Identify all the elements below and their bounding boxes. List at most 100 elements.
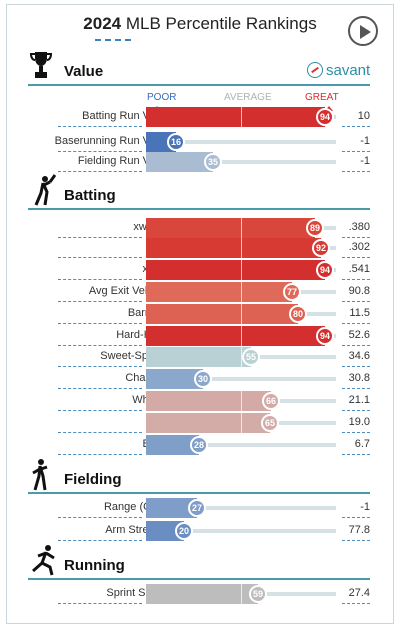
average-guide: [241, 152, 242, 172]
percentile-track: [146, 506, 336, 510]
metric-row[interactable]: Batting Run Value 94 10: [28, 107, 370, 127]
label-underline: [58, 257, 142, 258]
average-guide: [241, 584, 242, 604]
metric-row[interactable]: Sweet-Spot % 55 34.6: [28, 347, 370, 367]
section-title-fielding: Fielding: [64, 471, 122, 488]
label-underline: [58, 603, 142, 604]
year-underline: [95, 39, 131, 41]
average-guide: [241, 369, 242, 389]
percentile-badge: 55: [242, 348, 260, 366]
savant-logo[interactable]: savant: [307, 62, 370, 79]
percentile-track: [146, 377, 336, 381]
scale-great-label: GREAT: [305, 92, 339, 103]
metric-row[interactable]: Hard-Hit % 94 52.6: [28, 326, 370, 346]
average-guide: [241, 521, 242, 541]
metric-row[interactable]: Avg Exit Velocity 77 90.8: [28, 282, 370, 302]
percentile-badge: 65: [261, 414, 279, 432]
percentile-badge: 89: [306, 219, 324, 237]
fielder-icon: [30, 458, 52, 497]
metric-value: -1: [360, 135, 370, 147]
metric-value: -1: [360, 501, 370, 513]
play-icon[interactable]: [348, 16, 378, 46]
label-underline: [58, 410, 142, 411]
title-text: MLB Percentile Rankings: [125, 14, 317, 33]
percentile-bar: [146, 435, 199, 455]
average-guide: [241, 107, 242, 127]
average-guide: [241, 413, 242, 433]
metric-value: 10: [357, 110, 370, 122]
metric-row[interactable]: Fielding Run Value 35 -1: [28, 152, 370, 172]
percentile-bar: [146, 107, 325, 127]
metric-row[interactable]: Baserunning Run Value 16 -1: [28, 132, 370, 152]
section-title-running: Running: [64, 557, 125, 574]
average-guide: [241, 218, 242, 238]
label-underline: [58, 454, 142, 455]
label-underline: [58, 323, 142, 324]
label-underline: [58, 432, 142, 433]
section-divider: [28, 208, 370, 210]
title-year: 2024: [83, 14, 122, 33]
metric-row[interactable]: Range (OAA) 27 -1: [28, 498, 370, 518]
label-underline: [58, 126, 142, 127]
value-underline: [342, 432, 370, 433]
metric-value: 90.8: [348, 285, 370, 297]
label-underline: [58, 388, 142, 389]
section-title-batting: Batting: [64, 187, 116, 204]
value-underline: [342, 323, 370, 324]
section-divider: [28, 84, 370, 86]
rankings-card: [6, 4, 394, 624]
percentile-bar: [146, 521, 184, 541]
value-underline: [342, 301, 370, 302]
metric-row[interactable]: BB %286.7: [28, 435, 370, 455]
metric-value: .380: [348, 221, 370, 233]
percentile-bar: [146, 260, 325, 280]
value-underline: [342, 171, 370, 172]
metric-row[interactable]: xSLG94.541: [28, 260, 370, 280]
label-underline: [58, 517, 142, 518]
percentile-badge: 59: [249, 585, 267, 603]
section-title-value: Value: [64, 63, 104, 80]
percentile-badge: 30: [194, 370, 212, 388]
label-underline: [58, 237, 142, 238]
metric-row[interactable]: xBA92.302: [28, 238, 370, 258]
value-underline: [342, 603, 370, 604]
metric-value: 6.7: [354, 438, 370, 450]
metric-value: 77.8: [348, 524, 370, 536]
metric-row[interactable]: Sprint Speed 59 27.4: [28, 584, 370, 604]
label-underline: [58, 151, 142, 152]
percentile-bar: [146, 347, 251, 367]
percentile-bar: [146, 584, 258, 604]
label-underline: [58, 301, 142, 302]
percentile-badge: 66: [262, 392, 280, 410]
label-underline: [58, 171, 142, 172]
value-underline: [342, 366, 370, 367]
metric-value: 30.8: [348, 372, 370, 384]
metric-label: Baserunning Run Value: [54, 135, 170, 147]
metric-value: .302: [348, 241, 370, 253]
percentile-badge: 80: [289, 305, 307, 323]
average-guide: [241, 282, 242, 302]
percentile-bar: [146, 369, 203, 389]
label-underline: [58, 540, 142, 541]
percentile-badge: 20: [175, 522, 193, 540]
metric-row[interactable]: xwOBA89.380: [28, 218, 370, 238]
value-underline: [342, 388, 370, 389]
percentile-badge: 92: [312, 239, 330, 257]
page-title: 2024 MLB Percentile Rankings: [0, 14, 400, 34]
percentile-badge: 28: [190, 436, 208, 454]
value-underline: [342, 454, 370, 455]
metric-value: 11.5: [349, 307, 370, 319]
value-underline: [342, 151, 370, 152]
average-guide: [241, 347, 242, 367]
scale-poor-label: POOR: [147, 92, 177, 103]
metric-row[interactable]: Arm Strength 20 77.8: [28, 521, 370, 541]
value-underline: [342, 517, 370, 518]
trophy-icon: [29, 50, 53, 85]
percentile-bar: [146, 304, 298, 324]
value-underline: [342, 540, 370, 541]
average-guide: [241, 435, 242, 455]
